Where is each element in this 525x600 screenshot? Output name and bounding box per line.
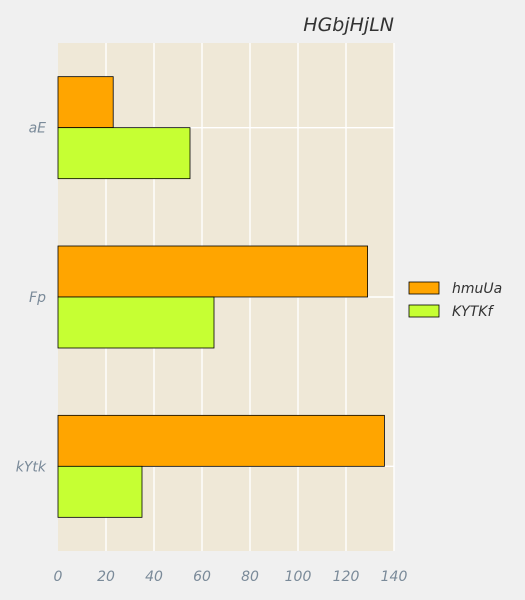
y-axis-ticks: aE Fp kYtk [16,121,47,476]
x-tick-label-80: 80 [241,569,259,585]
chart-title: HGbjHjLN [303,14,394,36]
x-tick-label-20: 20 [97,569,115,585]
x-tick-label-40: 40 [145,569,163,585]
legend-swatch-KYTKf [408,304,440,318]
legend-label-hmuUa: hmuUa [452,281,502,297]
bar-hmuUa-aE [57,76,114,129]
legend: hmuUa KYTKf [408,281,502,320]
bars [57,76,385,518]
legend-label-KYTKf: KYTKf [452,304,494,320]
bar-KYTKf-Fp [57,296,215,349]
y-tick-label-Fp: Fp [29,290,46,306]
x-axis-ticks: 0 20 40 60 80 100 120 140 [54,569,408,585]
bar-hmuUa-kYtk [57,414,385,467]
bar-KYTKf-kYtk [57,465,143,518]
x-tick-label-60: 60 [193,569,211,585]
x-tick-label-100: 100 [285,569,312,585]
y-tick-label-aE: aE [29,121,47,137]
legend-swatch-hmuUa [408,281,440,295]
x-tick-label-0: 0 [54,569,63,585]
x-tick-label-120: 120 [333,569,360,585]
y-tick-label-kYtk: kYtk [16,459,47,475]
x-tick-label-140: 140 [381,569,408,585]
bar-hmuUa-Fp [57,245,369,298]
bar-KYTKf-aE [57,127,191,180]
